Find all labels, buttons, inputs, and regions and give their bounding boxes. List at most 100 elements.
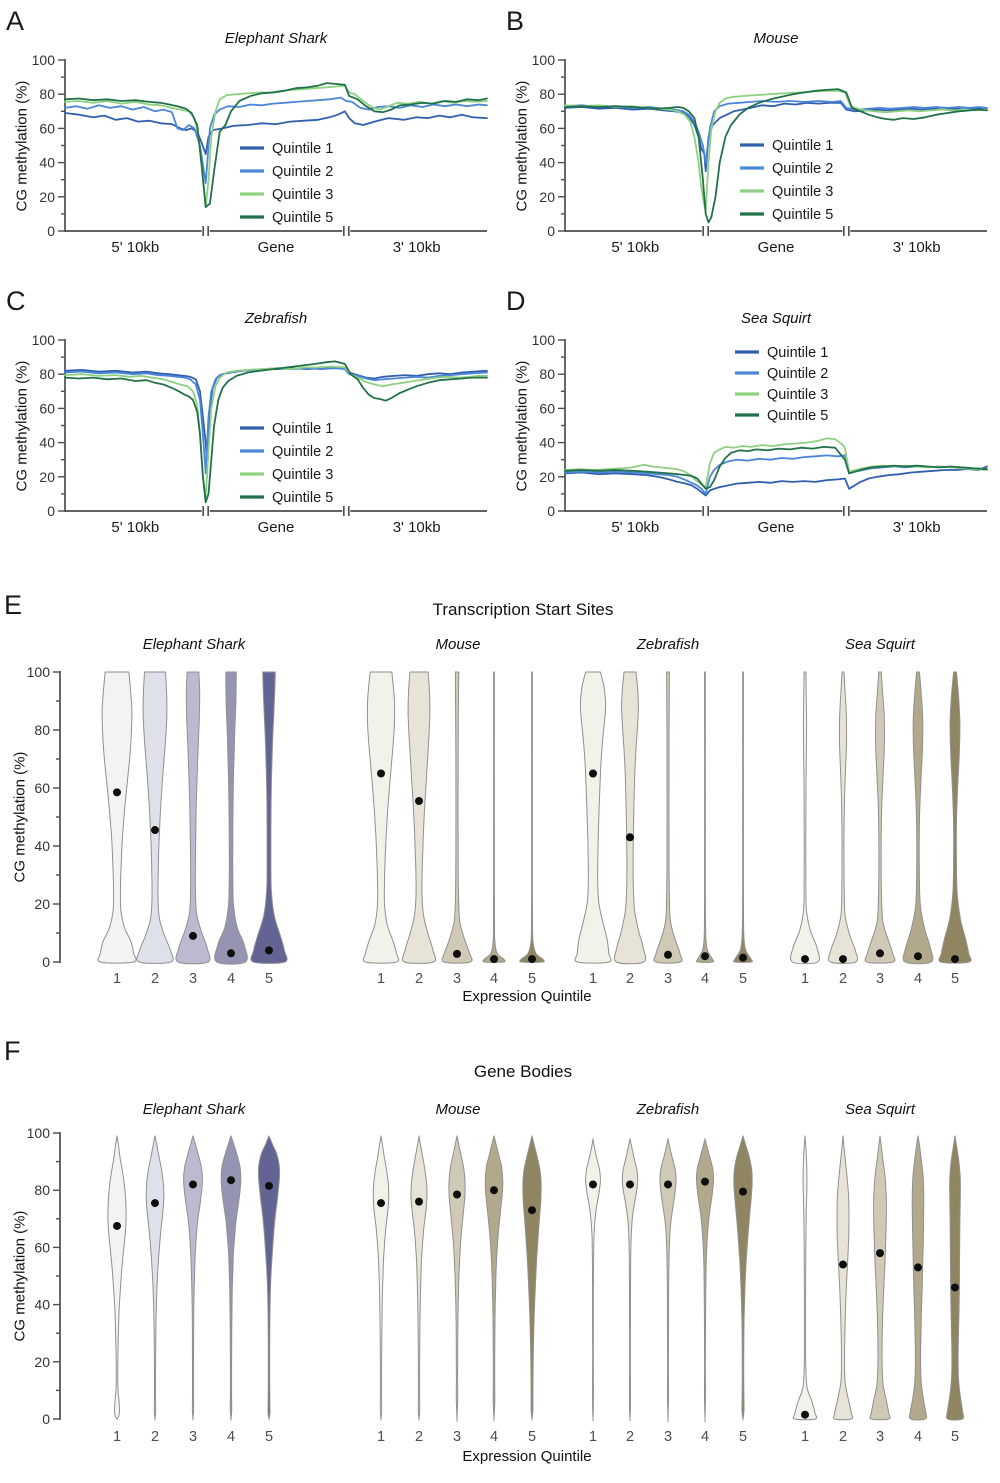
x-axis-caption-e: Expression Quintile	[462, 988, 592, 1005]
quintile-tick-label: 1	[801, 971, 809, 987]
median-dot	[701, 1177, 709, 1186]
median-dot	[528, 1206, 536, 1215]
quintile-tick-label: 5	[265, 971, 273, 987]
median-dot	[377, 1199, 385, 1208]
x-segment-label: 3' 10kb	[893, 239, 941, 256]
y-tick-label: 80	[39, 366, 55, 382]
x-segment-label: 3' 10kb	[393, 519, 441, 536]
panel-letter-d: D	[506, 286, 526, 316]
quintile-tick-label: 2	[839, 971, 847, 987]
violin-sea-squirt-q4	[902, 671, 934, 965]
legend-label: Quintile 1	[272, 141, 333, 157]
violin-zebrafish-q2	[613, 671, 647, 965]
y-tick-label: 40	[34, 1297, 50, 1313]
quintile-tick-label: 4	[914, 1429, 922, 1445]
legend-label: Quintile 5	[272, 210, 333, 226]
y-tick-label: 40	[539, 155, 555, 171]
quintile-tick-label: 2	[151, 971, 159, 987]
y-tick-label: 60	[39, 400, 55, 416]
median-dot	[839, 955, 847, 964]
median-dot	[801, 1410, 809, 1419]
violin-sea-squirt-q1	[790, 671, 820, 965]
series-line-quintile-3	[564, 437, 988, 489]
median-dot	[377, 769, 385, 778]
legend-label: Quintile 2	[767, 366, 828, 382]
violin-mouse-q2	[401, 671, 437, 964]
median-dot	[227, 949, 235, 958]
legend-label: Quintile 1	[772, 138, 833, 154]
quintile-tick-label: 5	[739, 971, 747, 987]
legend-label: Quintile 3	[767, 387, 828, 403]
median-dot	[189, 1180, 197, 1189]
quintile-tick-label: 1	[377, 1429, 385, 1445]
violin-elephant-shark-q1	[107, 1135, 127, 1420]
median-dot	[664, 950, 672, 959]
quintile-tick-label: 3	[664, 1429, 672, 1445]
quintile-tick-label: 2	[415, 971, 423, 987]
y-tick-label: 80	[34, 722, 50, 738]
y-tick-label: 40	[539, 435, 555, 451]
median-dot	[739, 1187, 747, 1196]
panel-e-chart: 0 20 40 60 80 100 1 2 3 4 5 1 2 3 4 5 1 2 3 4 5 1 2 3 4 5	[27, 664, 972, 987]
series-line-quintile-5	[64, 82, 488, 209]
violin-mouse-q5	[522, 1135, 542, 1421]
violin-mouse-q3	[441, 671, 473, 964]
y-tick-label: 60	[34, 1239, 50, 1255]
quintile-tick-label: 1	[113, 971, 121, 987]
median-dot	[151, 1199, 159, 1208]
legend-label: Quintile 3	[272, 187, 333, 203]
median-dot	[453, 1190, 461, 1199]
violin-zebrafish-q1	[585, 1138, 601, 1422]
violin-sea-squirt-q2	[832, 1135, 854, 1421]
y-tick-label: 80	[539, 86, 555, 102]
median-dot	[265, 1181, 273, 1190]
quintile-tick-label: 3	[453, 1429, 461, 1445]
violin-mouse-q1	[362, 671, 400, 964]
median-dot	[415, 797, 423, 806]
legend-label: Quintile 3	[772, 184, 833, 200]
median-dot	[664, 1180, 672, 1189]
median-dot	[701, 952, 709, 961]
x-segment-label: 3' 10kb	[393, 239, 441, 256]
median-dot	[589, 769, 597, 778]
median-dot	[189, 931, 197, 940]
y-tick-label: 20	[39, 469, 55, 485]
axis-break-gap	[201, 506, 210, 516]
series-line-quintile-5	[564, 445, 988, 490]
y-tick-label: 80	[34, 1182, 50, 1198]
violin-elephant-shark-q2	[145, 1135, 165, 1421]
x-segment-label: 5' 10kb	[111, 239, 159, 256]
y-tick-label: 100	[532, 332, 556, 348]
panel-letter-a: A	[6, 6, 25, 36]
violin-sea-squirt-q2	[827, 671, 859, 964]
quintile-tick-label: 4	[490, 971, 498, 987]
quintile-tick-label: 3	[876, 1429, 884, 1445]
violin-mouse-q3	[448, 1135, 466, 1422]
median-dot	[914, 952, 922, 961]
quintile-tick-label: 3	[876, 971, 884, 987]
x-segment-label: 5' 10kb	[111, 519, 159, 536]
species-label-e-zebrafish: Zebrafish	[636, 636, 700, 653]
median-dot	[589, 1180, 597, 1189]
quintile-tick-label: 2	[415, 1429, 423, 1445]
quintile-tick-label: 5	[951, 971, 959, 987]
panel-c-chart: 0 20 40 60 80 100 5' 10kb Gene 3' 10kb Quintile 1…	[32, 332, 488, 536]
violin-elephant-shark-q5	[257, 1135, 281, 1421]
x-segment-label: 5' 10kb	[611, 239, 659, 256]
violin-zebrafish-q3	[659, 1138, 677, 1423]
y-tick-label: 0	[547, 503, 555, 519]
species-label-f-zebrafish: Zebrafish	[636, 1101, 700, 1118]
quintile-tick-label: 2	[626, 971, 634, 987]
violin-mouse-q5	[519, 671, 545, 963]
y-tick-label: 60	[34, 780, 50, 796]
species-label-f-elephant-shark: Elephant Shark	[142, 1101, 246, 1118]
axis-break-gap	[842, 226, 851, 236]
legend-label: Quintile 1	[767, 345, 828, 361]
violin-elephant-shark-q3	[175, 671, 211, 965]
series-line-quintile-5	[64, 360, 488, 504]
y-tick-label: 0	[47, 223, 55, 239]
panel-e-section-title: Transcription Start Sites	[432, 600, 614, 619]
violin-sea-squirt-q3	[864, 671, 896, 964]
quintile-tick-label: 3	[664, 971, 672, 987]
violin-elephant-shark-q5	[250, 671, 288, 964]
